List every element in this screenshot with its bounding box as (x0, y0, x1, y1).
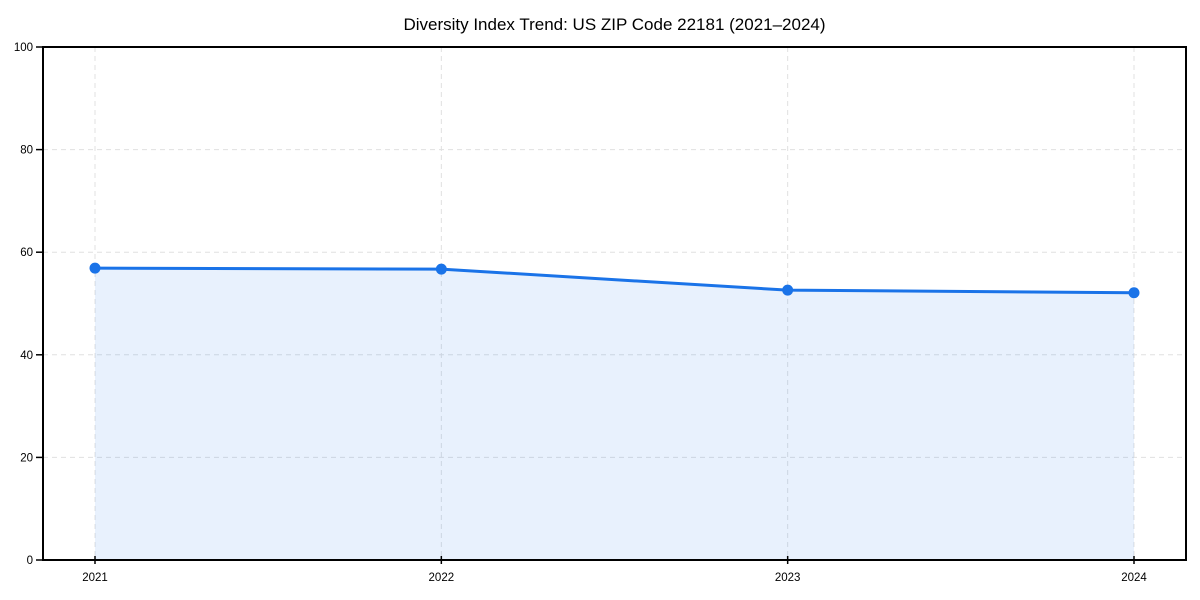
x-tick-label: 2022 (429, 572, 455, 584)
y-tick-label: 80 (20, 145, 33, 157)
data-point-2023 (782, 284, 794, 296)
x-tick-label: 2024 (1121, 572, 1147, 584)
x-tick-label: 2021 (82, 572, 108, 584)
area-fill (95, 268, 1134, 560)
y-tick-label: 40 (20, 350, 33, 362)
data-point-2021 (89, 262, 101, 274)
data-point-2024 (1128, 287, 1140, 299)
x-tick-label: 2023 (775, 572, 801, 584)
trend-line (93, 266, 1136, 295)
y-tick-label: 60 (20, 247, 33, 259)
chart-title: Diversity Index Trend: US ZIP Code 22181… (403, 15, 825, 34)
data-point-2022 (435, 263, 447, 275)
y-tick-label: 100 (14, 42, 33, 54)
y-tick-label: 0 (27, 555, 33, 567)
y-tick-label: 20 (20, 452, 33, 464)
plot-border (42, 46, 1187, 561)
